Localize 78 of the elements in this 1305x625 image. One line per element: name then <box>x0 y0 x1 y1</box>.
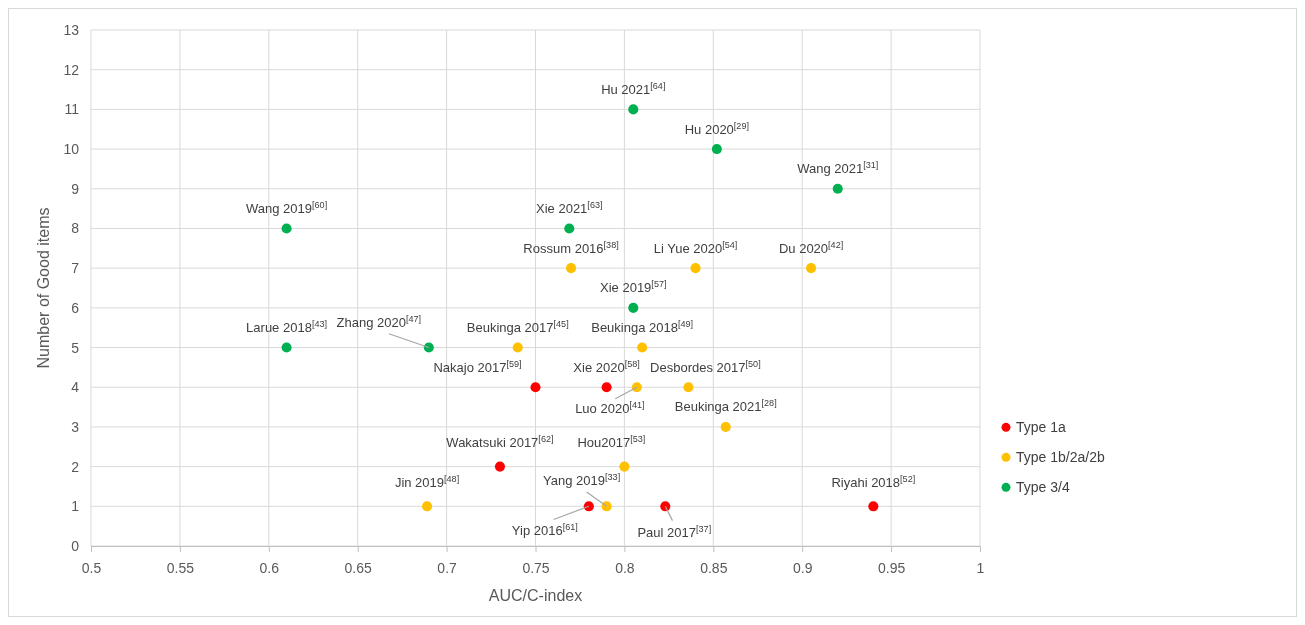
legend-label: Type 1b/2a/2b <box>1016 449 1105 466</box>
annotation: Nakajo 2017$^{[59]}$ <box>433 358 522 375</box>
x-axis-title: AUC/C-index <box>488 587 583 604</box>
annotation: Desbordes 2017$^{[50]}$ <box>650 358 761 375</box>
point <box>601 382 612 393</box>
x-tick-label: 1 <box>976 560 985 577</box>
point <box>660 501 671 512</box>
x-tick-label: 0.95 <box>877 560 906 577</box>
annotation: Larue 2018$^{[43]}$ <box>246 319 328 336</box>
point <box>806 263 817 274</box>
annotation: Wang 2019$^{[60]}$ <box>245 200 328 217</box>
point <box>628 302 639 313</box>
x-tick-label: 0.8 <box>615 560 635 577</box>
y-tick-label: 11 <box>64 101 80 118</box>
annotation: Rossum 2016$^{[38]}$ <box>523 239 619 256</box>
point <box>868 501 879 512</box>
annotation: Yip 2016$^{[61]}$ <box>511 521 578 538</box>
point <box>494 461 505 472</box>
point <box>628 104 639 115</box>
y-tick-label: 12 <box>63 61 80 78</box>
annotation: Paul 2017$^{[37]}$ <box>637 523 712 540</box>
point <box>637 342 648 353</box>
point <box>683 382 694 393</box>
annotation: Xie 2020$^{[58]}$ <box>573 358 640 375</box>
annotation: Xie 2021$^{[63]}$ <box>536 200 603 217</box>
x-tick-label: 0.85 <box>700 560 728 577</box>
annotation: Luo 2020$^{[41]}$ <box>575 399 645 416</box>
annotation: Li Yue 2020$^{[54]}$ <box>653 239 738 256</box>
annotation: Beukinga 2017$^{[45]}$ <box>466 319 569 336</box>
y-tick-label: 5 <box>71 339 80 356</box>
y-tick-label: 8 <box>71 220 80 237</box>
annotation: Zhang 2020$^{[47]}$ <box>336 314 422 331</box>
point <box>583 501 594 512</box>
y-tick-label: 7 <box>71 260 80 277</box>
point <box>832 183 843 194</box>
point <box>281 342 292 353</box>
legend-label: Type 1a <box>1016 419 1067 436</box>
annotation: Hu 2020$^{[29]}$ <box>684 120 750 137</box>
x-tick-label: 0.9 <box>792 560 813 577</box>
annotation: Riyahi 2018$^{[52]}$ <box>831 473 916 490</box>
point <box>566 263 577 274</box>
annotation: Jin 2019$^{[48]}$ <box>394 473 460 490</box>
point <box>720 421 731 432</box>
legend-label: Type 3/4 <box>1016 479 1070 496</box>
x-tick-label: 0.7 <box>437 560 458 577</box>
point <box>690 263 701 274</box>
y-axis-title: Number of Good items <box>35 207 52 369</box>
y-tick-label: 1 <box>71 498 80 515</box>
annotation: Hou2017$^{[53]}$ <box>577 434 646 451</box>
annotation: Hu 2021$^{[64]}$ <box>601 80 666 97</box>
x-tick-label: 0.75 <box>522 560 550 577</box>
y-tick-label: 2 <box>71 458 80 475</box>
y-tick-label: 9 <box>71 180 80 197</box>
annotation: Beukinga 2018$^{[49]}$ <box>591 319 694 336</box>
annotation: Yang 2019$^{[33]}$ <box>543 471 621 488</box>
x-tick-label: 0.65 <box>344 560 373 577</box>
annotation: Xie 2019$^{[57]}$ <box>600 279 667 296</box>
x-tick-label: 0.6 <box>259 560 280 577</box>
y-tick-label: 3 <box>71 418 80 435</box>
y-tick-label: 10 <box>63 141 80 158</box>
annotation: Wang 2021$^{[31]}$ <box>797 160 879 177</box>
annotation: Du 2020$^{[42]}$ <box>778 239 844 256</box>
x-tick-label: 0.5 <box>81 560 102 577</box>
point <box>619 461 630 472</box>
y-tick-label: 0 <box>71 537 80 554</box>
y-tick-label: 6 <box>71 299 80 316</box>
x-tick-label: 0.55 <box>166 560 195 577</box>
y-tick-label: 13 <box>63 21 80 38</box>
point <box>281 223 292 234</box>
point <box>631 382 642 393</box>
point <box>530 382 541 393</box>
annotation: Beukinga 2021$^{[28]}$ <box>674 398 777 415</box>
point <box>512 342 523 353</box>
y-tick-label: 4 <box>71 379 80 396</box>
point <box>564 223 575 234</box>
point <box>422 501 433 512</box>
point <box>711 144 722 155</box>
annotation: Wakatsuki 2017$^{[62]}$ <box>446 434 554 451</box>
